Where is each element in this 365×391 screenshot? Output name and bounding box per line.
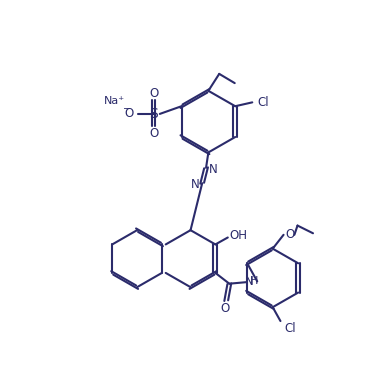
Text: H: H <box>250 276 258 286</box>
Text: Na⁺: Na⁺ <box>104 96 126 106</box>
Text: S: S <box>149 107 158 121</box>
Text: Cl: Cl <box>257 96 269 109</box>
Text: O: O <box>285 228 295 240</box>
Text: O: O <box>149 127 158 140</box>
Text: N: N <box>191 178 200 191</box>
Text: N: N <box>209 163 218 176</box>
Text: OH: OH <box>230 229 247 242</box>
Text: O: O <box>220 302 229 315</box>
Text: Cl: Cl <box>284 322 296 335</box>
Text: O: O <box>124 108 134 120</box>
Text: N: N <box>245 275 254 288</box>
Text: −: − <box>123 104 131 113</box>
Text: O: O <box>149 87 158 100</box>
